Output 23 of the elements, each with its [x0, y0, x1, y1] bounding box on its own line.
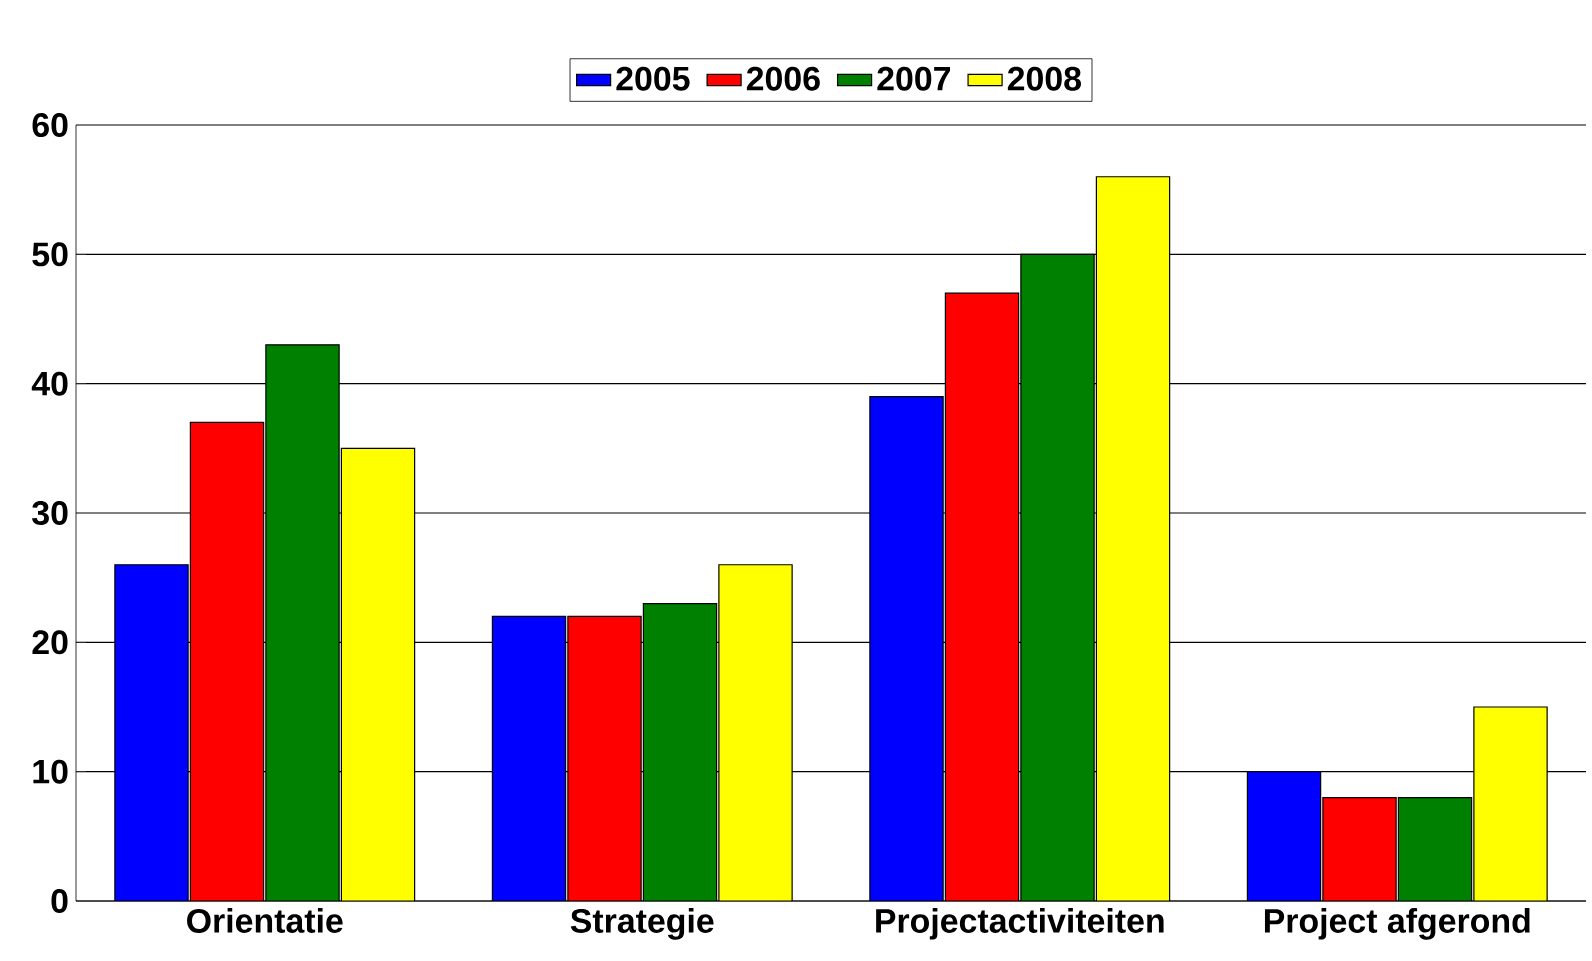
bar: [944, 292, 1020, 901]
legend-label: 2007: [877, 66, 951, 91]
bar: [1020, 253, 1095, 901]
bar: [265, 344, 340, 901]
legend-label: 2005: [616, 66, 690, 91]
y-tick-label: 60: [32, 113, 68, 138]
legend-label: 2006: [746, 66, 820, 91]
y-tick-label: 20: [32, 630, 68, 655]
y-tick-label: 50: [32, 242, 68, 267]
x-tick-label: Projectactiviteiten: [876, 908, 1164, 940]
bar: [1322, 796, 1397, 901]
legend-label: 2008: [1007, 66, 1081, 91]
bar: [642, 602, 718, 901]
x-tick-label: Orientatie: [187, 908, 343, 933]
y-tick-label: 30: [32, 500, 68, 526]
bar: [567, 615, 642, 901]
bar: [1397, 796, 1473, 901]
y-tick-label: 10: [33, 759, 68, 784]
bar: [189, 421, 265, 901]
x-tick-label: Strategie: [570, 908, 714, 940]
x-tick-label: Project afgerond: [1264, 908, 1530, 940]
y-tick-label: 0: [51, 889, 68, 913]
y-tick-label: 40: [31, 371, 68, 396]
